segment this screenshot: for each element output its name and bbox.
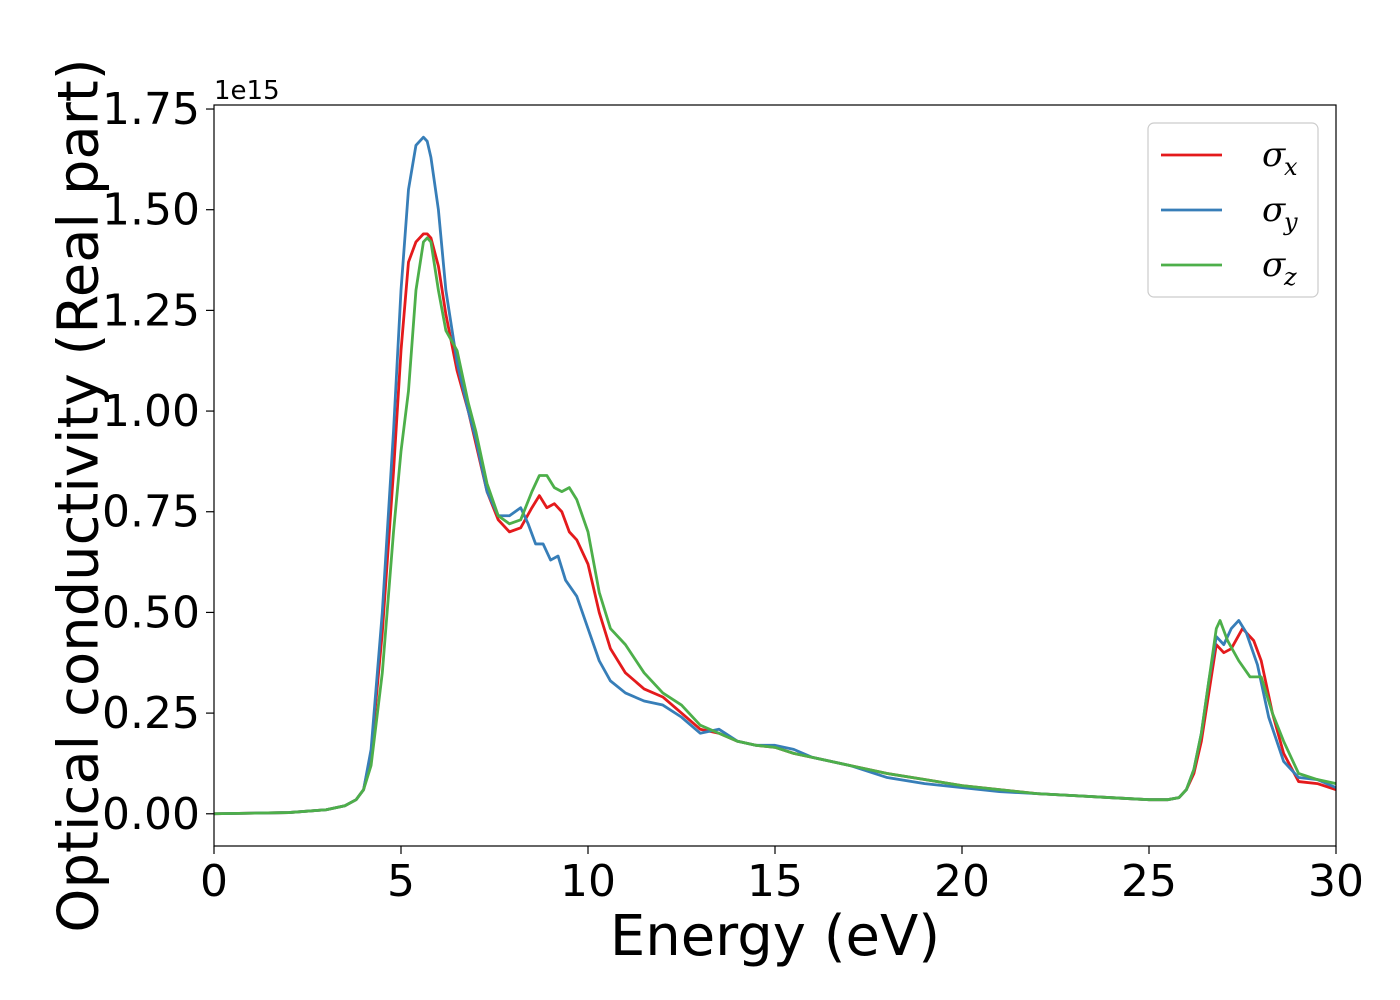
legend-label-y: σ: [1262, 190, 1286, 230]
y-axis-ticks: 0.00 0.25 0.50 0.75 1.00 1.25 1.50 1.75: [102, 84, 214, 840]
legend-subscript-x: x: [1284, 153, 1298, 181]
y-tick-label: 1.75: [102, 84, 200, 135]
x-tick-label: 0: [200, 856, 228, 907]
x-tick-label: 15: [747, 856, 803, 907]
series-line-z: [214, 236, 1336, 816]
legend-subscript-y: y: [1283, 208, 1298, 236]
legend-box: [1147, 122, 1319, 298]
x-tick-label: 5: [387, 856, 415, 907]
y-tick-label: 1.00: [102, 386, 200, 437]
y-axis-label: Optical conductivity (Real part): [47, 58, 112, 932]
x-axis-label: Energy (eV): [610, 904, 940, 969]
y-tick-label: 0.25: [102, 688, 200, 739]
y-tick-label: 0.75: [102, 487, 200, 538]
y-tick-label: 0.00: [102, 789, 200, 840]
y-axis-offset-label: 1e15: [214, 76, 280, 106]
x-tick-label: 20: [934, 856, 990, 907]
x-tick-label: 25: [1121, 856, 1177, 907]
y-tick-label: 1.25: [102, 285, 200, 336]
x-tick-label: 30: [1308, 856, 1364, 907]
legend-label-z: σ: [1262, 245, 1286, 285]
legend-subscript-z: z: [1283, 263, 1297, 291]
y-tick-label: 0.50: [102, 587, 200, 638]
x-axis-ticks: 0 5 10 15 20 25 30: [200, 846, 1364, 907]
plot-lines: [214, 135, 1336, 816]
x-tick-label: 10: [560, 856, 616, 907]
y-tick-label: 1.50: [102, 185, 200, 236]
legend-label-x: σ: [1262, 135, 1286, 175]
